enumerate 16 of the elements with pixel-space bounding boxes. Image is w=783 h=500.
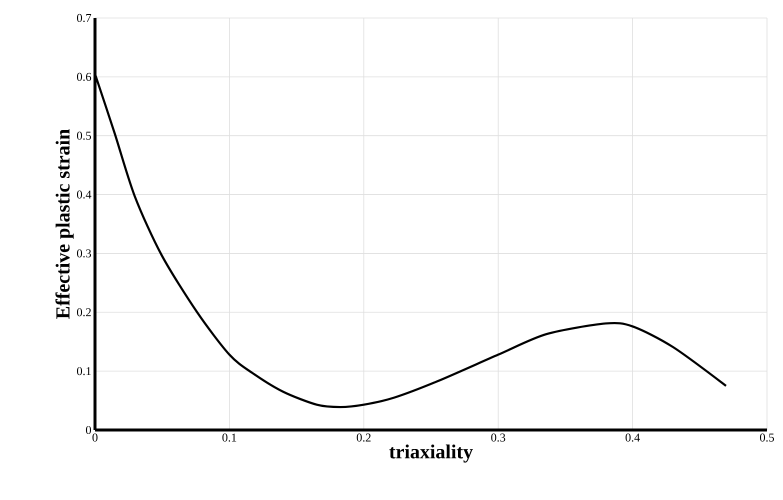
- y-tick-label: 0.2: [76, 308, 91, 316]
- y-tick-label: 0.3: [76, 249, 92, 258]
- y-tick-label: 0.6: [76, 72, 92, 81]
- x-tick-label: 0.3: [491, 434, 506, 442]
- y-tick-label: 0.4: [76, 190, 92, 199]
- x-tick-label: 0.4: [626, 434, 640, 442]
- y-tick-label: 0.7: [76, 14, 92, 22]
- x-tick-label: 0.5: [760, 434, 774, 442]
- y-tick-label: 0.5: [76, 132, 92, 140]
- x-tick-label: 0.1: [222, 434, 236, 442]
- y-axis-title: Effective plastic strain: [55, 129, 74, 319]
- x-axis-title: triaxiality: [389, 444, 473, 463]
- x-tick-label: 0: [92, 434, 98, 442]
- y-tick-label: 0: [86, 426, 92, 434]
- y-tick-label: 0.1: [76, 367, 91, 376]
- x-tick-label: 0.2: [356, 434, 371, 442]
